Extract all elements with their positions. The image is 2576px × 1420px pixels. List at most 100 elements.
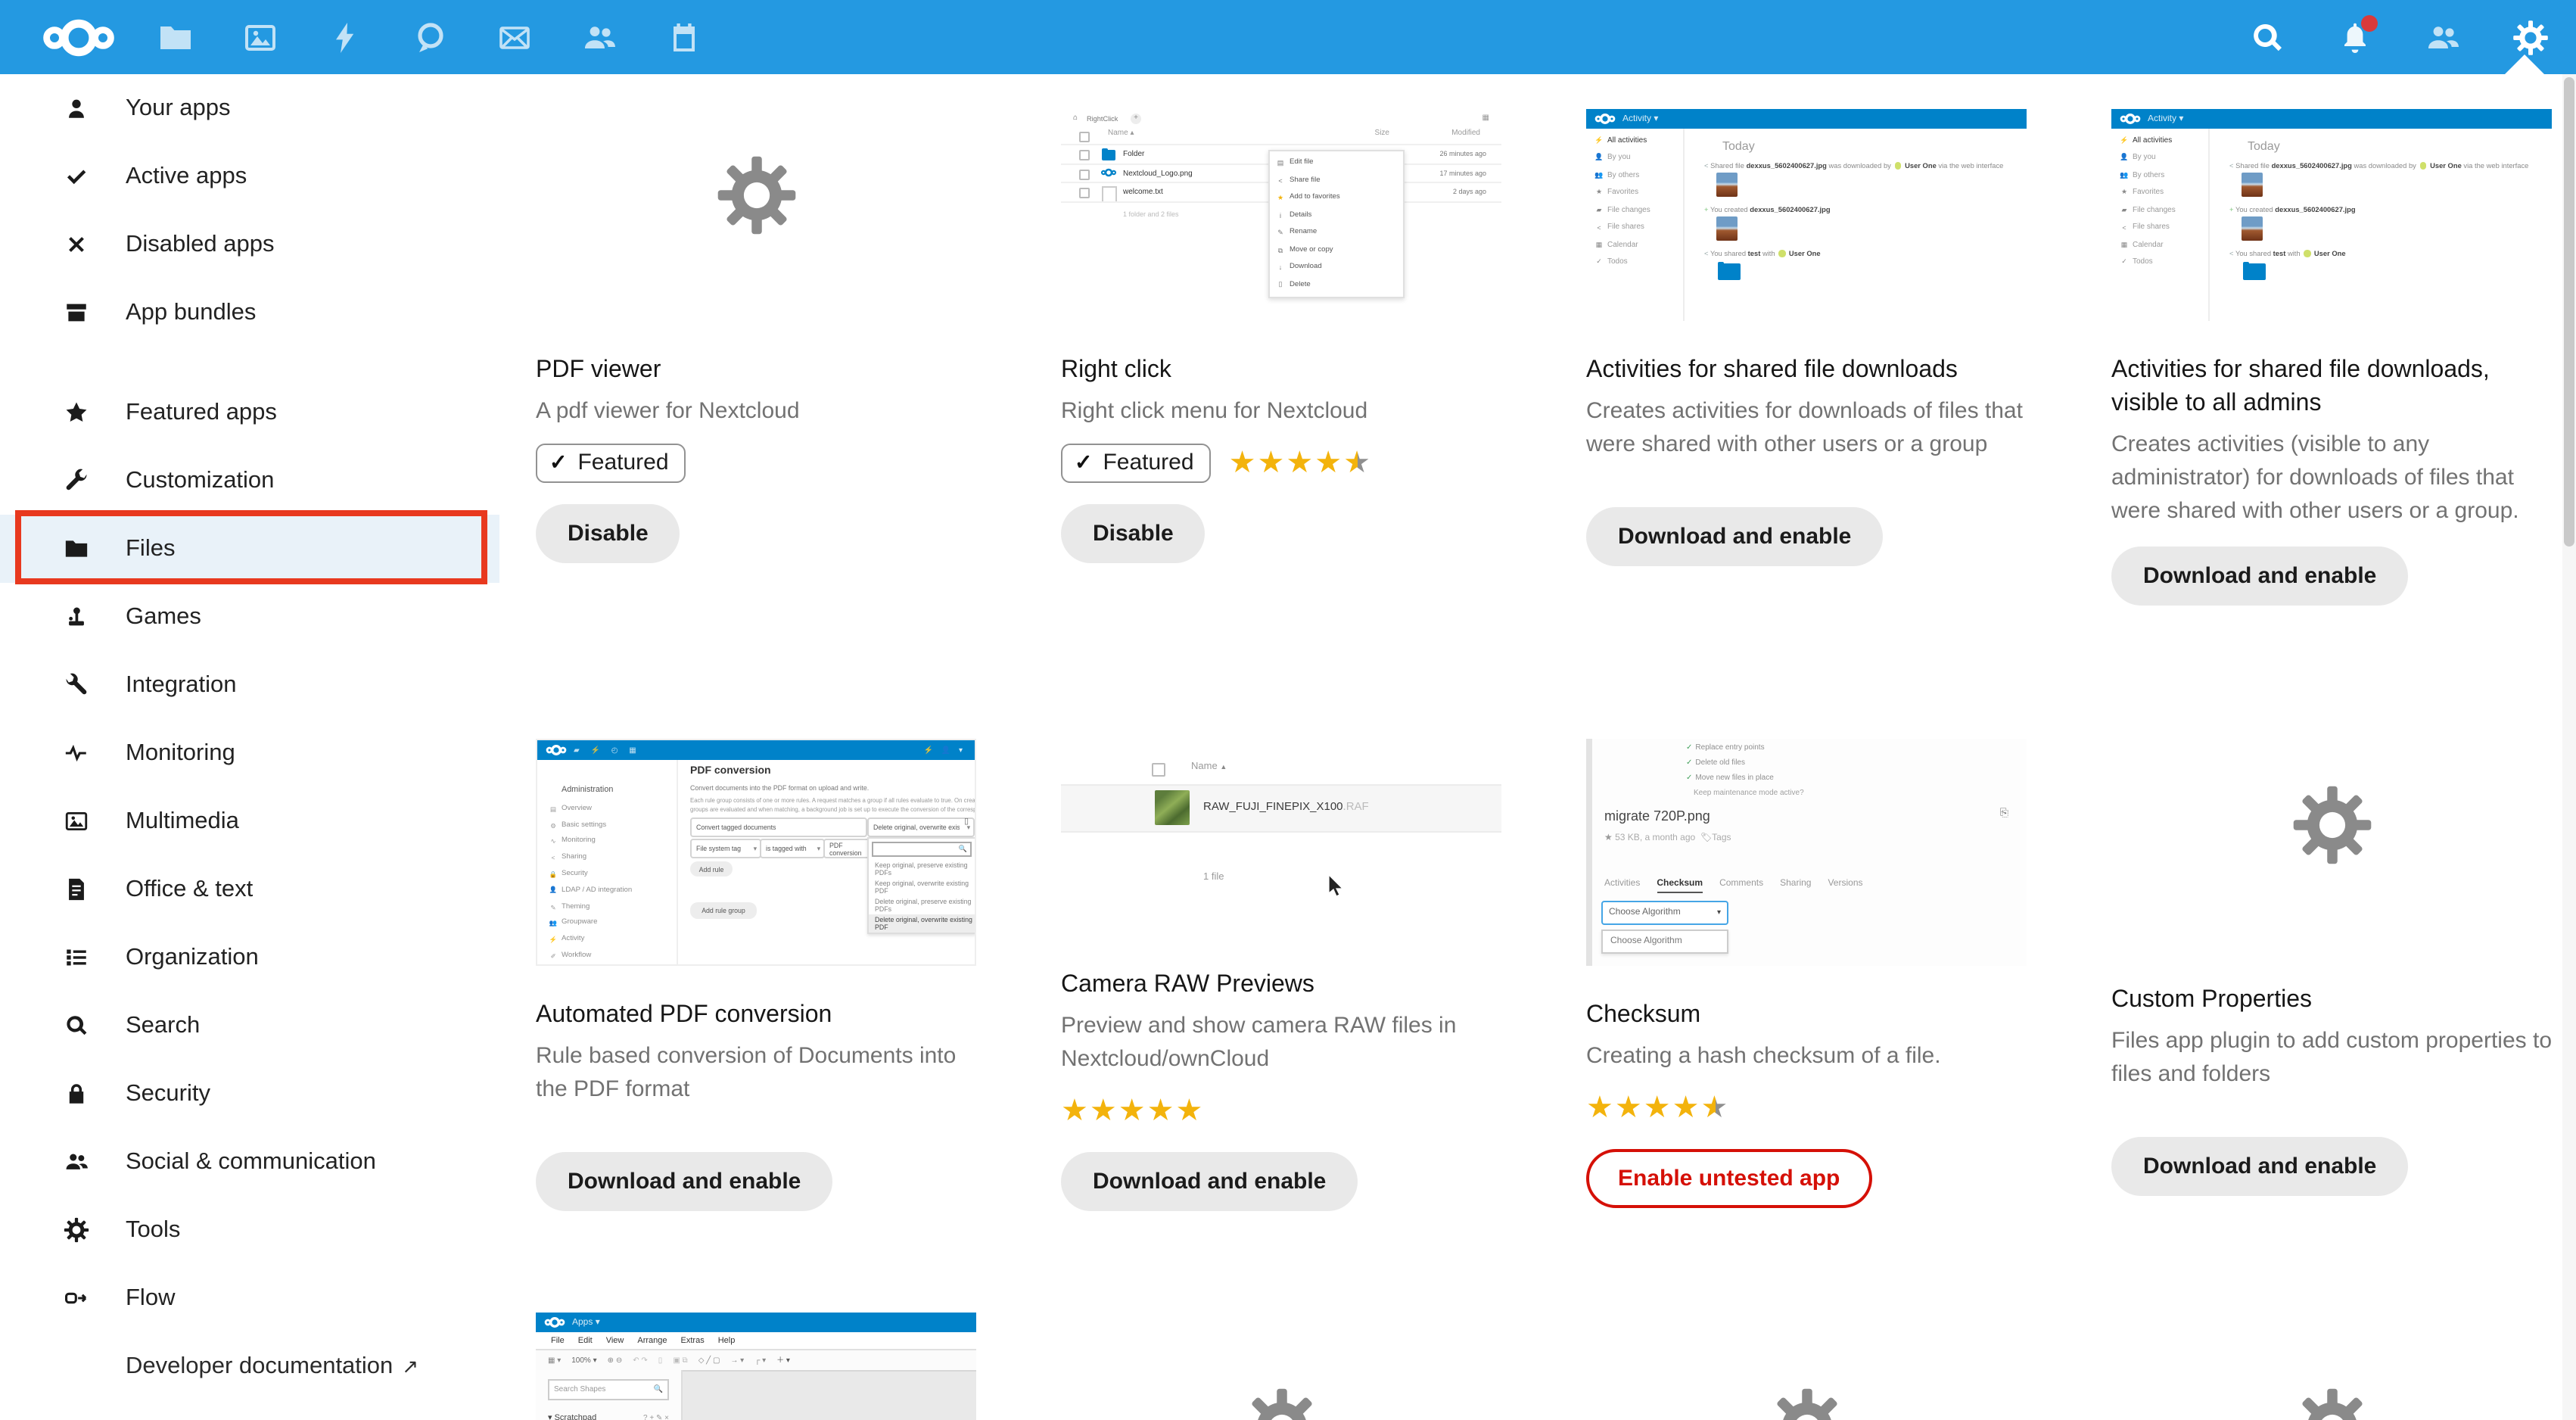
lock-icon (64, 1081, 89, 1107)
mail-app-icon[interactable] (496, 19, 533, 55)
featured-badge: ✓ Featured (1061, 444, 1211, 483)
app-title: Right click (1061, 357, 1171, 383)
sidebar-item-files[interactable]: Files (0, 510, 499, 584)
search-icon: 🔍 (653, 1385, 663, 1394)
select-all-checkbox (1079, 131, 1090, 142)
user-icon (64, 95, 89, 121)
app-title: Activities for shared file downloads, vi… (2111, 357, 2490, 416)
contacts-app-icon[interactable] (581, 19, 618, 55)
sidebar-item-monitoring[interactable]: Monitoring (0, 719, 499, 787)
notifications-bell-icon[interactable] (2337, 14, 2378, 55)
document-icon (64, 877, 89, 902)
flow-icon (64, 1285, 89, 1311)
app-card-partial (2111, 1313, 2552, 1420)
app-card-checksum: ✓ Replace entry points ✓ Delete old files … (1586, 728, 2027, 1313)
app-screenshot-thumbnail: Name ▲ RAW_FUJI_FINEPIX_X100.RAF 1 file (1061, 739, 1501, 936)
app-description: Creates activities (visible to any admin… (2111, 431, 2519, 524)
trash-icon: ▯ (963, 817, 969, 827)
header-app-icons (157, 19, 702, 55)
app-card-partial (1586, 1313, 2027, 1420)
settings-gear-icon[interactable] (2512, 19, 2549, 55)
clipboard-icon: ⎘ (1999, 808, 2008, 819)
sidebar-item-featured-apps[interactable]: Featured apps (0, 378, 499, 447)
wrench-icon (64, 468, 89, 494)
sidebar-item-integration[interactable]: Integration (0, 651, 499, 719)
app-placeholder-thumbnail (2111, 739, 2552, 951)
app-description: Creating a hash checksum of a file. (1586, 1043, 1941, 1069)
mouse-cursor (1328, 875, 1344, 897)
breadcrumb: ⌂ (1073, 114, 1078, 123)
nextcloud-logo-icon[interactable] (39, 13, 118, 61)
app-card-custom-properties: Custom Properties Files app plugin to ad… (2111, 728, 2552, 1313)
choose-algorithm-dropdown: Choose Algorithm ▾ (1601, 901, 1728, 925)
download-and-enable-button[interactable]: Download and enable (1061, 1152, 1358, 1211)
view-toggle-icon: ▦ (1482, 114, 1489, 123)
app-placeholder-thumbnail (1586, 1313, 2027, 1420)
sidebar-item-active-apps[interactable]: Active apps (0, 142, 499, 210)
disable-button[interactable]: Disable (536, 504, 680, 563)
folder-icon (1718, 261, 1741, 280)
talk-app-icon[interactable] (412, 19, 448, 55)
scrollbar-thumb[interactable] (2564, 77, 2574, 547)
app-description: Files app plugin to add custom propertie… (2111, 1028, 2552, 1087)
app-screenshot-thumbnail: Activity ▾ ⚡ All activities 👤 By you 👥 By o… (1586, 109, 2027, 321)
app-title: Automated PDF conversion (536, 1002, 832, 1028)
settings-menu-pointer (2505, 54, 2544, 74)
app-placeholder-thumbnail (536, 109, 976, 321)
app-title: PDF viewer (536, 357, 661, 383)
sidebar-item-customization[interactable]: Customization (0, 447, 499, 515)
app-description: A pdf viewer for Nextcloud (536, 398, 800, 424)
enable-untested-app-button[interactable]: Enable untested app (1586, 1149, 1872, 1208)
app-screenshot-thumbnail: ⌂ RightClick + ▦ Name ▴ Size Modified Fo… (1061, 109, 1501, 321)
download-and-enable-button[interactable]: Download and enable (1586, 507, 1884, 566)
sidebar-item-your-apps[interactable]: Your apps (0, 74, 499, 142)
sidebar-item-organization[interactable]: Organization (0, 923, 499, 992)
sidebar-item-app-bundles[interactable]: App bundles (0, 279, 499, 347)
star-icon (64, 400, 89, 425)
download-and-enable-button[interactable]: Download and enable (2111, 547, 2409, 606)
bundle-icon (64, 300, 89, 325)
check-icon (64, 163, 89, 189)
calendar-app-icon[interactable] (666, 19, 702, 55)
sidebar-item-tools[interactable]: Tools (0, 1196, 499, 1264)
app-placeholder-thumbnail (1061, 1313, 1501, 1420)
nextcloud-logo-file-icon (1100, 168, 1117, 177)
activity-app-icon[interactable] (327, 19, 363, 55)
sidebar-item-flow[interactable]: Flow (0, 1264, 499, 1332)
app-description: Rule based conversion of Documents into … (536, 1043, 957, 1102)
context-menu: ▤ Edit file < Share file ★ Add to favorites… (1268, 150, 1405, 298)
folder-icon (64, 536, 89, 562)
featured-badge: ✓ Featured (536, 444, 686, 483)
close-icon (64, 232, 89, 257)
sidebar-item-search[interactable]: Search (0, 992, 499, 1060)
sidebar-item-office-text[interactable]: Office & text (0, 855, 499, 923)
disable-button[interactable]: Disable (1061, 504, 1206, 563)
search-icon[interactable] (2249, 19, 2285, 55)
photos-app-icon[interactable] (242, 19, 278, 55)
app-card-automated-pdf-conversion: ▰ ⚡ ◴ ▦ ⚡ 👤 ▾ Administration ▤ Overview ⚙… (536, 728, 976, 1313)
people-icon (64, 1149, 89, 1175)
app-card-partial (1061, 1313, 1501, 1420)
sidebar-item-security[interactable]: Security (0, 1060, 499, 1128)
contacts-menu-icon[interactable] (2425, 19, 2461, 55)
app-card-pdf-viewer: PDF viewer A pdf viewer for Nextcloud ✓ F… (536, 74, 976, 728)
notification-badge (2361, 14, 2378, 31)
app-placeholder-thumbnail (2111, 1313, 2552, 1420)
sidebar-section-gap (0, 347, 499, 378)
sidebar-item-social[interactable]: Social & communication (0, 1128, 499, 1196)
sidebar-item-games[interactable]: Games (0, 583, 499, 651)
app-card-right-click: ⌂ RightClick + ▦ Name ▴ Size Modified Fo… (1061, 74, 1501, 728)
header-right-icons (2249, 0, 2549, 74)
sidebar-item-multimedia[interactable]: Multimedia (0, 787, 499, 855)
top-header-bar (0, 0, 2576, 74)
developer-documentation-link[interactable]: Developer documentation ↗ (126, 1353, 419, 1378)
list-icon (64, 945, 89, 970)
download-and-enable-button[interactable]: Download and enable (536, 1152, 833, 1211)
pulse-icon (64, 740, 89, 766)
download-and-enable-button[interactable]: Download and enable (2111, 1137, 2409, 1196)
sidebar-item-disabled-apps[interactable]: Disabled apps (0, 210, 499, 279)
files-app-icon[interactable] (157, 19, 194, 55)
app-card-camera-raw-previews: Name ▲ RAW_FUJI_FINEPIX_X100.RAF 1 file … (1061, 728, 1501, 1313)
search-shapes-input: Search Shapes (554, 1385, 606, 1394)
nextcloud-logo-icon (1594, 112, 1616, 126)
